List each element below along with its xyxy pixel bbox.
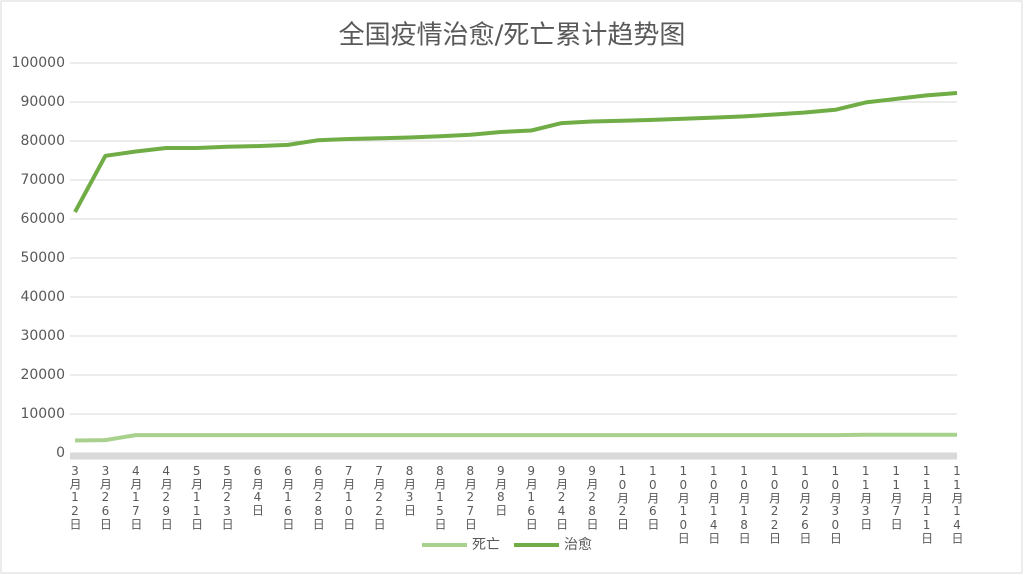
y-tick-label: 50000 <box>20 250 65 266</box>
x-tick-label: 11月14日 <box>950 464 964 544</box>
x-tick-label: 7月22日 <box>372 464 386 530</box>
x-tick-label: 6月4日 <box>250 464 264 516</box>
line-series <box>74 432 957 443</box>
legend-label: 治愈 <box>564 537 592 553</box>
x-tick-label: 9月8日 <box>494 464 508 516</box>
y-tick-label: 80000 <box>20 133 65 149</box>
y-tick-label: 10000 <box>20 406 65 422</box>
x-tick-label: 11月3日 <box>859 464 873 530</box>
x-tick-label: 10月2日 <box>615 464 629 530</box>
y-tick-label: 100000 <box>12 55 65 71</box>
x-tick-label: 9月16日 <box>524 464 538 530</box>
x-tick-label: 8月3日 <box>403 464 417 516</box>
x-tick-label: 11月7日 <box>889 464 903 530</box>
x-tick-label: 10月18日 <box>737 464 751 544</box>
x-tick-label: 9月24日 <box>555 464 569 530</box>
x-tick-label: 6月28日 <box>311 464 325 530</box>
y-tick-label: 40000 <box>20 289 65 305</box>
y-tick-label: 60000 <box>20 211 65 227</box>
chart-title: 全国疫情治愈/死亡累计趋势图 <box>339 21 686 51</box>
y-tick-label: 70000 <box>20 172 65 188</box>
x-tick-label: 9月28日 <box>585 464 599 530</box>
x-tick-label: 11月11日 <box>920 464 934 544</box>
x-tick-label: 7月10日 <box>342 464 356 530</box>
x-tick-label: 8月15日 <box>433 464 447 530</box>
x-tick-label: 6月16日 <box>281 464 295 530</box>
x-tick-label: 5月23日 <box>220 464 234 530</box>
y-tick-label: 20000 <box>20 367 65 383</box>
x-tick-label: 8月27日 <box>463 464 477 530</box>
line-series <box>73 91 958 213</box>
x-tick-label: 10月30日 <box>828 464 842 544</box>
y-tick-label: 90000 <box>20 94 65 110</box>
x-tick-label: 4月17日 <box>129 464 143 530</box>
y-tick-label: 30000 <box>20 328 65 344</box>
legend-label: 死亡 <box>472 537 500 553</box>
x-tick-label: 10月14日 <box>707 464 721 544</box>
x-tick-label: 10月22日 <box>768 464 782 544</box>
x-tick-label: 10月26日 <box>798 464 812 544</box>
x-tick-label: 10月10日 <box>676 464 690 544</box>
y-tick-label: 0 <box>56 445 65 461</box>
x-tick-label: 4月29日 <box>159 464 173 530</box>
x-tick-label: 10月6日 <box>646 464 660 530</box>
x-tick-label: 3月12日 <box>68 464 82 530</box>
x-tick-label: 3月26日 <box>98 464 112 530</box>
x-tick-label: 5月11日 <box>190 464 204 530</box>
